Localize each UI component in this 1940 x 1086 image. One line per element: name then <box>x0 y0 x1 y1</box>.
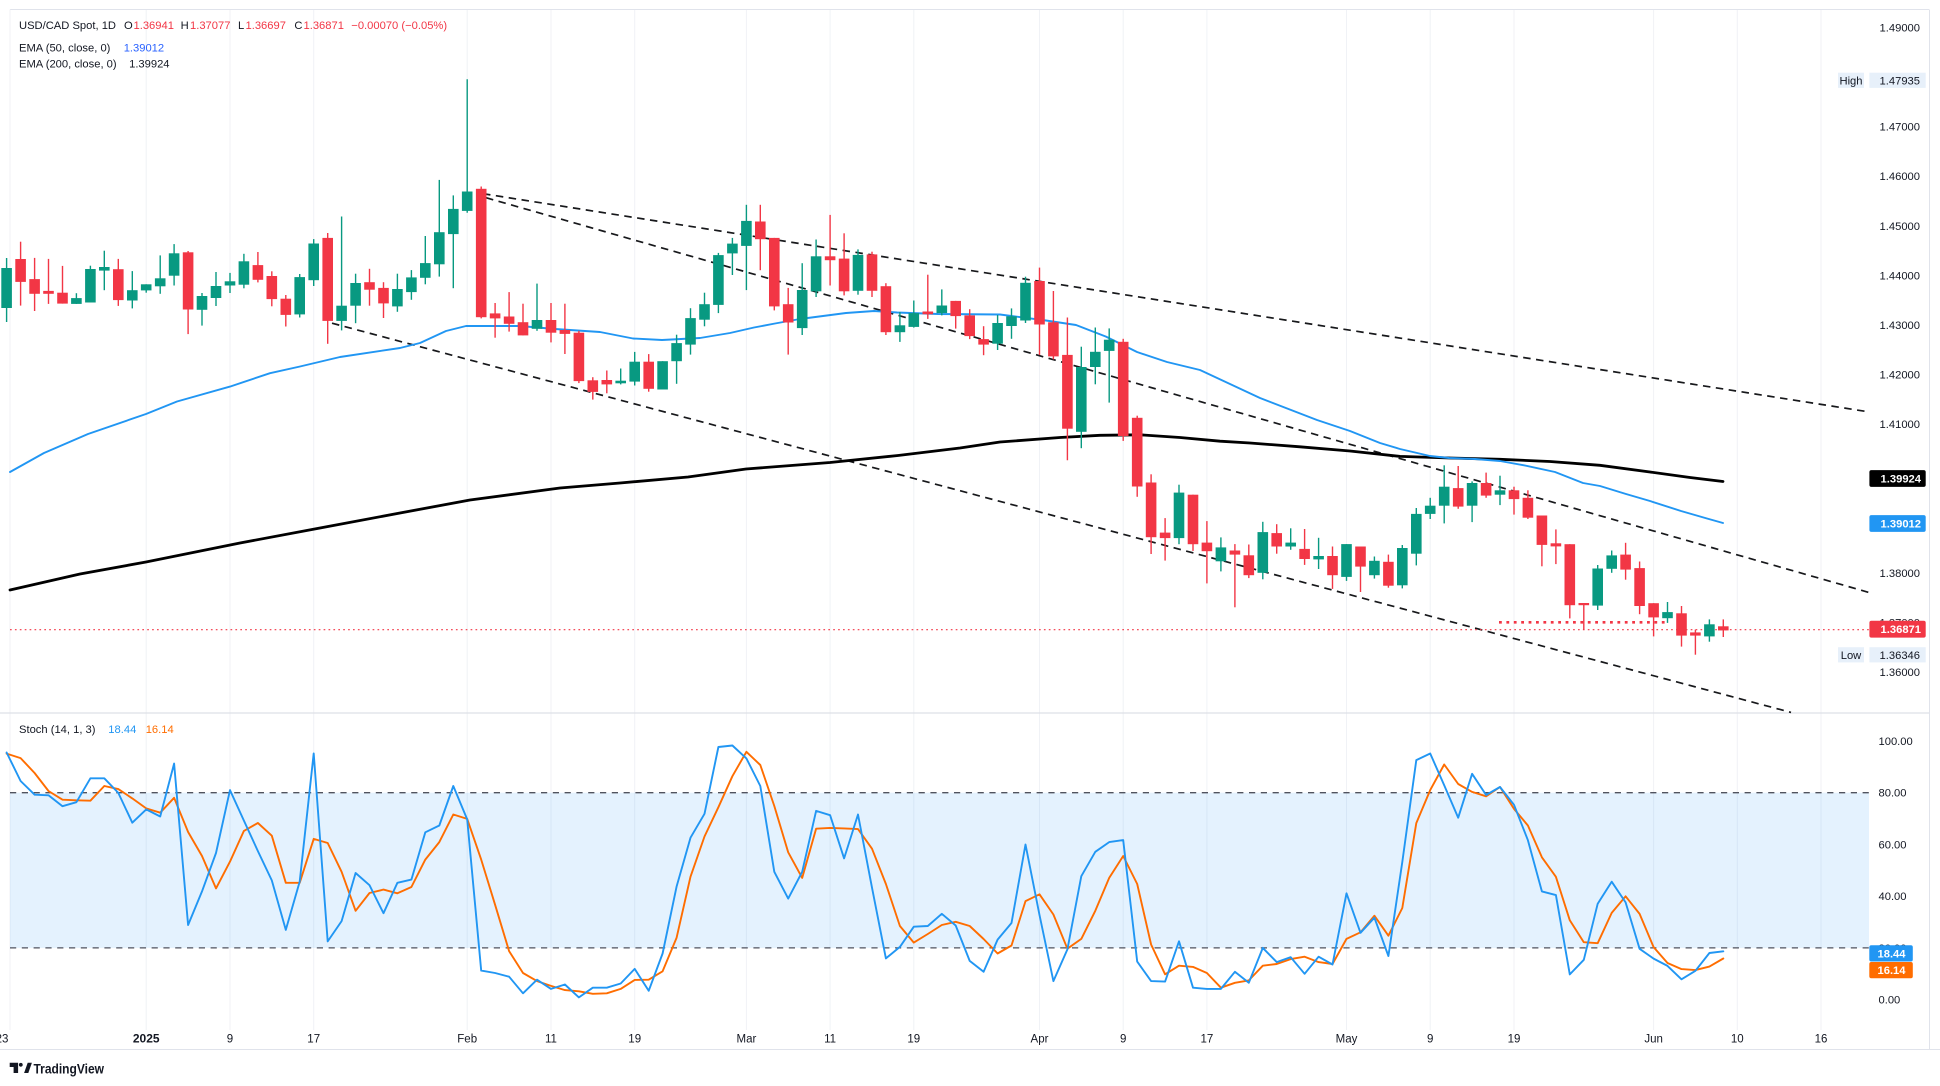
svg-text:16: 16 <box>1815 1034 1828 1046</box>
svg-text:EMA (200, close, 0)1.39924: EMA (200, close, 0) 1.39924 <box>19 59 170 71</box>
svg-text:1.39012: 1.39012 <box>1881 519 1921 531</box>
svg-text:0.00: 0.00 <box>1879 995 1901 1007</box>
svg-text:9: 9 <box>227 1034 233 1046</box>
svg-text:17: 17 <box>307 1034 320 1046</box>
svg-text:1.42000: 1.42000 <box>1880 370 1920 382</box>
svg-text:100.00: 100.00 <box>1879 736 1913 748</box>
svg-text:1.39924: 1.39924 <box>1881 474 1922 486</box>
svg-text:23: 23 <box>0 1034 8 1046</box>
svg-text:17: 17 <box>1201 1034 1214 1046</box>
svg-text:2025: 2025 <box>133 1032 160 1046</box>
svg-text:1.49000: 1.49000 <box>1880 23 1920 35</box>
svg-text:1.44000: 1.44000 <box>1880 270 1920 282</box>
svg-text:9: 9 <box>1427 1034 1433 1046</box>
svg-text:High: High <box>1839 75 1862 87</box>
svg-text:80.00: 80.00 <box>1879 788 1907 800</box>
svg-text:1.41000: 1.41000 <box>1880 419 1920 431</box>
svg-text:19: 19 <box>907 1034 920 1046</box>
svg-text:1.46000: 1.46000 <box>1880 171 1920 183</box>
svg-text:40.00: 40.00 <box>1879 891 1907 903</box>
svg-text:Feb: Feb <box>457 1034 477 1046</box>
svg-text:Low: Low <box>1841 650 1862 662</box>
svg-text:11: 11 <box>545 1034 557 1046</box>
svg-text:May: May <box>1336 1034 1358 1046</box>
svg-text:1.38000: 1.38000 <box>1880 568 1920 580</box>
svg-text:EMA (50, close, 0)1.39012: EMA (50, close, 0) 1.39012 <box>19 43 164 55</box>
svg-text:1.36871: 1.36871 <box>1881 624 1921 636</box>
svg-text:18.44: 18.44 <box>1878 948 1907 960</box>
svg-text:1.45000: 1.45000 <box>1880 221 1920 233</box>
svg-text:Jun: Jun <box>1644 1034 1663 1046</box>
svg-text:1.36000: 1.36000 <box>1880 667 1920 679</box>
svg-text:19: 19 <box>1508 1034 1521 1046</box>
svg-text:1.47000: 1.47000 <box>1880 122 1920 134</box>
svg-text:1.47935: 1.47935 <box>1880 75 1920 87</box>
svg-text:TradingView: TradingView <box>34 1062 105 1077</box>
svg-text:19: 19 <box>628 1034 641 1046</box>
svg-text:11: 11 <box>824 1034 836 1046</box>
svg-text:1.43000: 1.43000 <box>1880 320 1920 332</box>
svg-text:Apr: Apr <box>1031 1034 1049 1046</box>
svg-text:Mar: Mar <box>736 1034 756 1046</box>
svg-text:60.00: 60.00 <box>1879 839 1907 851</box>
svg-text:16.14: 16.14 <box>1878 965 1907 977</box>
svg-text:1.36346: 1.36346 <box>1880 650 1920 662</box>
svg-text:10: 10 <box>1731 1034 1744 1046</box>
svg-text:9: 9 <box>1120 1034 1126 1046</box>
